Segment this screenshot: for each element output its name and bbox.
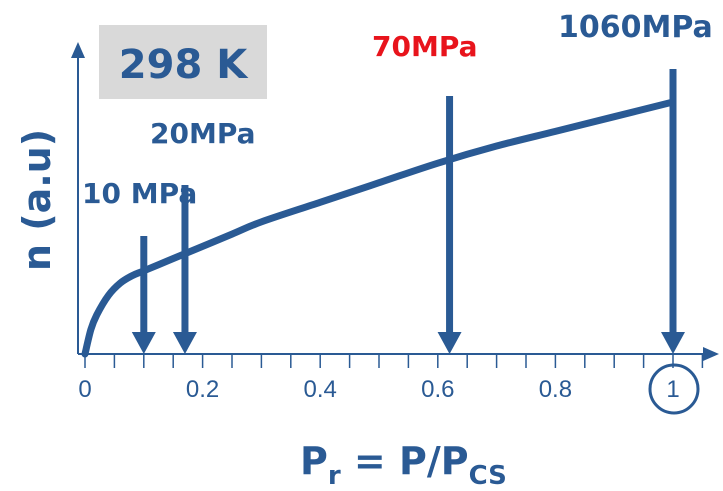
highlight-circle: [648, 363, 700, 415]
pressure-arrows: [131, 69, 685, 354]
temperature-badge: 298 K: [99, 25, 267, 99]
pressure-arrow: [172, 185, 197, 354]
chart-plot-area: 0 0.2 0.4 0.6 0.8 1 10 MPa 20MPa 70MPa 1060MPa: [71, 10, 719, 415]
x-tick-label: 0: [78, 376, 91, 403]
temperature-label: 298 K: [119, 42, 249, 88]
series-line: [81, 98, 677, 358]
x-tick-label: 0.8: [539, 376, 572, 403]
pressure-labels: 10 MPa 20MPa 70MPa 1060MPa: [82, 10, 713, 210]
x-tick-label: 0.4: [304, 376, 337, 403]
pressure-label: 10 MPa: [82, 177, 197, 210]
x-tick-label: 0.2: [186, 376, 219, 403]
x-tick-label: 1: [666, 376, 679, 403]
x-axis-arrow: [703, 347, 719, 361]
pressure-label: 20MPa: [150, 117, 256, 150]
pressure-label: 70MPa: [372, 30, 478, 63]
x-tick-label: 0.6: [421, 376, 454, 403]
temperature-badge-background: [99, 25, 267, 99]
x-axis-tick-labels: 0 0.2 0.4 0.6 0.8 1: [78, 376, 679, 403]
x-axis-minor-ticks: [84, 354, 704, 368]
pressure-label: 1060MPa: [558, 10, 713, 45]
pressure-arrow: [661, 69, 685, 354]
y-axis-arrow: [71, 42, 85, 58]
y-axis-title: n (a.u): [15, 129, 59, 271]
x-axis-title: Pr = P/PCS: [300, 439, 507, 491]
pressure-arrow: [131, 236, 156, 354]
pressure-arrow: [437, 96, 462, 354]
